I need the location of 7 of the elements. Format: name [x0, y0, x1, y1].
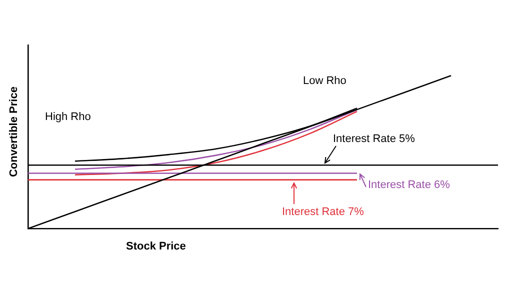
legend-label: Interest Rate 7%	[282, 206, 364, 218]
x-axis-title: Stock Price	[126, 240, 186, 253]
annotation: High Rho	[45, 111, 91, 124]
series-label: Interest Rate 5%	[333, 133, 416, 146]
annotation: Low Rho	[303, 75, 346, 88]
y-axis-title: Convertible Price	[8, 86, 20, 178]
legend-label: Interest Rate 6%	[368, 179, 450, 192]
